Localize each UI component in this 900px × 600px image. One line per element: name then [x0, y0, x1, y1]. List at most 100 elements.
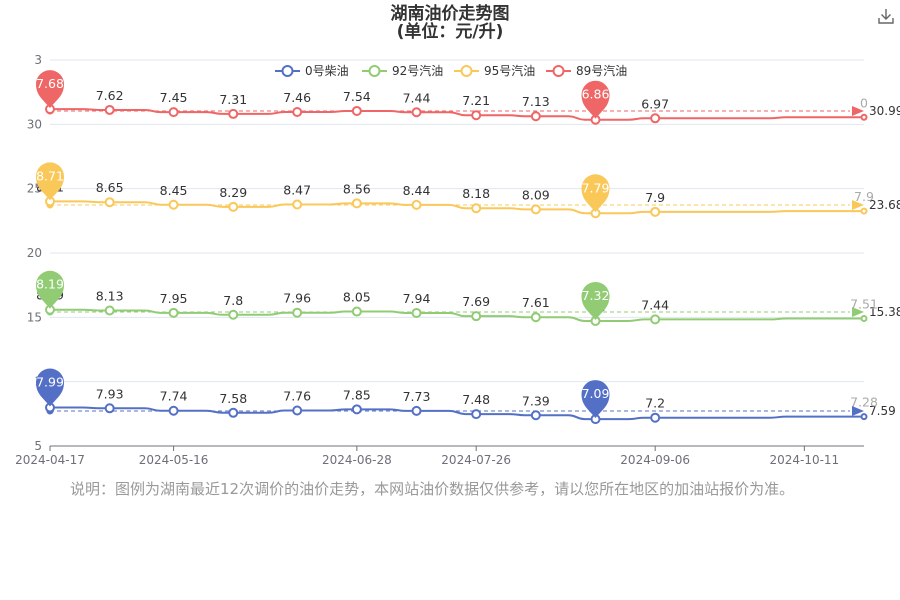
data-point: [471, 110, 482, 121]
max-pin: 7.68: [36, 70, 64, 109]
chart-subtitle: (单位：元/升): [396, 22, 504, 42]
data-point: [860, 113, 868, 121]
data-label: 7.2: [645, 396, 665, 411]
data-point: [530, 111, 541, 122]
max-pin-shape: [36, 70, 64, 109]
x-tick-label: 2024-04-17: [15, 453, 85, 467]
data-point: [228, 407, 239, 418]
data-point: [351, 198, 362, 209]
data-point: [292, 307, 303, 318]
data-label: 8.29: [219, 185, 247, 200]
min-pin: 7.79: [581, 174, 610, 213]
data-label: 7.54: [343, 89, 371, 104]
data-point: [650, 314, 661, 325]
min-pin-label: 7.79: [582, 180, 610, 195]
data-point: [168, 199, 179, 210]
data-label: 7.21: [462, 93, 490, 108]
data-label: 7.51: [850, 296, 878, 311]
legend[interactable]: 0号柴油 92号汽油 95号汽油 89号汽油: [275, 63, 627, 78]
data-label: 7.46: [283, 90, 311, 105]
average-arrow: [852, 106, 864, 116]
data-label: 7.69: [462, 294, 490, 309]
data-label: 7.58: [219, 391, 247, 406]
average-arrow: [852, 406, 864, 416]
min-pin-shape: [581, 281, 610, 320]
data-point: [860, 413, 868, 421]
data-label: 0: [860, 95, 868, 110]
data-point: [228, 201, 239, 212]
data-label: 8.65: [96, 180, 124, 195]
series-line: [50, 200, 864, 215]
legend-symbol: [281, 65, 294, 77]
data-point: [292, 106, 303, 117]
min-pin-label: 7.32: [582, 288, 610, 303]
footnote: 说明：图例为湖南最近12次调价的油价走势，本网站油价数据仅供参考，请以您所在地区…: [70, 480, 795, 498]
x-axis-tick-labels: 2024-04-17 2024-05-16 2024-06-28 2024-07-26…: [15, 453, 839, 467]
legend-label: 95号汽油: [484, 63, 535, 78]
data-point: [530, 410, 541, 421]
data-label: 8.18: [462, 186, 490, 201]
legend-symbol: [460, 65, 473, 77]
data-point: [168, 307, 179, 318]
min-pin-label: 7.09: [582, 386, 610, 401]
series-line: [50, 108, 864, 121]
y-tick-label: 5: [34, 439, 42, 453]
data-point: [351, 404, 362, 415]
min-pin-label: 6.86: [582, 87, 610, 102]
legend-item[interactable]: 89号汽油: [546, 63, 627, 78]
average-label: 30.99: [869, 104, 900, 118]
x-tick-label: 2024-10-11: [769, 453, 839, 467]
data-point: [228, 309, 239, 320]
max-pin-label: 7.99: [36, 375, 64, 390]
data-label: 7.73: [403, 389, 431, 404]
data-label: 8.45: [160, 183, 188, 198]
download-icon[interactable]: [876, 6, 896, 26]
max-pin-label: 8.19: [36, 277, 64, 292]
series-1: 15.38 8.19 8.13 7.95 7.8 7.96 8.05 7.94 7.69 7.61…: [36, 270, 900, 326]
legend-label: 89号汽油: [576, 63, 627, 78]
data-label: 7.9: [854, 189, 874, 204]
data-point: [411, 405, 422, 416]
legend-item[interactable]: 0号柴油: [275, 64, 349, 78]
max-pin-label: 7.68: [36, 76, 64, 91]
data-point: [471, 203, 482, 214]
data-label: 8.44: [403, 183, 431, 198]
data-label: 6.97: [641, 96, 669, 111]
series-group: 7.59 7.9 7.93 7.74 7.58 7.76 7.85 7.73 7.48 7.39 7…: [36, 70, 900, 425]
data-label: 8.56: [343, 181, 371, 196]
data-label: 7.31: [219, 92, 247, 107]
series-line: [50, 308, 864, 322]
data-point: [471, 311, 482, 322]
legend-item[interactable]: 92号汽油: [362, 63, 443, 78]
data-point: [292, 199, 303, 210]
data-point: [471, 409, 482, 420]
data-label: 7.94: [403, 291, 431, 306]
data-point: [650, 412, 661, 423]
average-arrow: [852, 307, 864, 317]
data-label: 7.76: [283, 388, 311, 403]
series-2: 23.68 8.71 8.65 8.45 8.29 8.47 8.56 8.44 8.18 8.0…: [36, 162, 900, 219]
data-point: [530, 312, 541, 323]
grid-lines: [50, 59, 864, 383]
data-label: 8.13: [96, 289, 124, 304]
average-label: 7.59: [869, 404, 896, 418]
chart-title: 湖南油价走势图: [390, 4, 510, 24]
legend-item[interactable]: 95号汽油: [454, 63, 535, 78]
data-point: [650, 206, 661, 217]
max-pin-shape: [36, 270, 64, 309]
data-point: [351, 105, 362, 116]
x-tick-label: 2024-07-26: [441, 453, 511, 467]
data-label: 7.39: [522, 393, 550, 408]
data-point: [104, 305, 115, 316]
y-axis-tick-labels: 51152025303: [27, 53, 42, 453]
x-tick-label: 2024-05-16: [139, 453, 209, 467]
y-tick-label: 20: [27, 246, 42, 260]
data-point: [168, 107, 179, 118]
series-0: 7.597.97.937.747.587.767.857.737.487.397…: [36, 368, 896, 425]
data-point: [650, 113, 661, 124]
max-pin: 8.71: [36, 162, 64, 201]
data-label: 7.93: [96, 386, 124, 401]
legend-label: 92号汽油: [392, 63, 443, 78]
data-point: [860, 314, 868, 322]
